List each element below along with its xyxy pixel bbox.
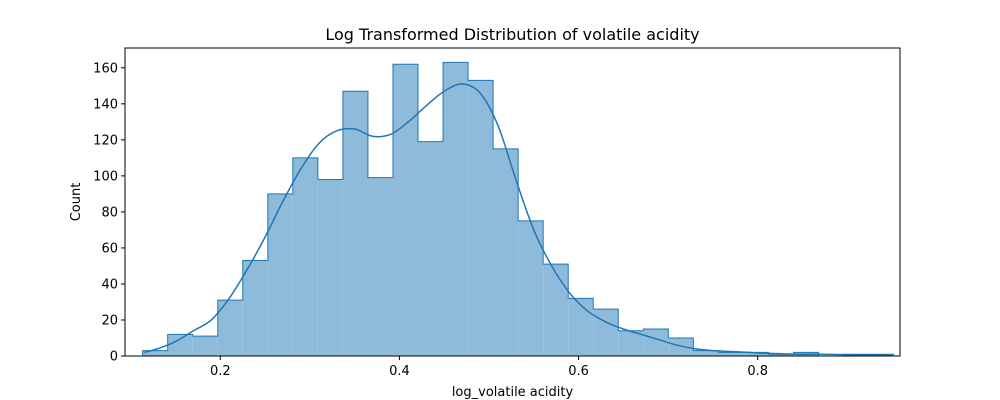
histogram-bar — [142, 350, 168, 356]
histogram-bar — [418, 141, 444, 356]
y-tick-label: 100 — [93, 169, 118, 184]
histogram-bar — [693, 350, 719, 356]
histogram-bar — [367, 177, 393, 356]
x-tick-label: 0.4 — [389, 364, 410, 379]
histogram-bar — [217, 300, 243, 356]
histogram-bar — [468, 80, 494, 356]
y-tick-label: 40 — [101, 277, 118, 292]
histogram-bar — [768, 354, 794, 356]
histogram-bar — [167, 334, 193, 356]
histogram-bar — [392, 64, 419, 357]
y-tick-label: 80 — [101, 205, 118, 220]
histogram-bar — [443, 62, 469, 356]
kde-curve — [143, 83, 893, 357]
histogram-bar — [643, 328, 669, 356]
y-tick-label: 60 — [101, 241, 118, 256]
x-axis-ticks: 0.2 0.4 0.6 0.8 — [210, 356, 768, 379]
histogram-bar — [593, 309, 619, 356]
histogram-bar — [568, 298, 594, 356]
histogram-bar — [743, 352, 769, 356]
y-tick-label: 20 — [101, 313, 118, 328]
x-tick-label: 0.2 — [210, 364, 231, 379]
x-tick-label: 0.8 — [747, 364, 768, 379]
histogram-bar — [317, 179, 343, 356]
chart-title: Log Transformed Distribution of volatile… — [325, 25, 699, 44]
y-axis-ticks: 0 20 40 60 80 100 120 140 160 — [93, 61, 125, 365]
histogram-bar — [618, 330, 644, 356]
y-tick-label: 160 — [93, 61, 118, 76]
histogram-bar — [292, 157, 318, 356]
histogram-bar — [342, 91, 368, 356]
x-tick-label: 0.6 — [568, 364, 589, 379]
y-tick-label: 120 — [93, 133, 118, 148]
y-tick-label: 140 — [93, 97, 118, 112]
x-axis-label: log_volatile acidity — [452, 385, 574, 400]
histogram-bar — [668, 337, 694, 356]
histogram-bar — [242, 260, 268, 356]
histogram-bar — [718, 352, 744, 356]
histogram-bars — [142, 62, 894, 357]
histogram-bar — [267, 193, 293, 356]
histogram-bar — [493, 148, 519, 356]
y-axis-label: Count — [69, 183, 84, 222]
y-tick-label: 0 — [110, 350, 118, 365]
histogram-bar — [543, 264, 569, 356]
plot-frame — [124, 47, 901, 357]
histogram-bar — [192, 336, 218, 356]
